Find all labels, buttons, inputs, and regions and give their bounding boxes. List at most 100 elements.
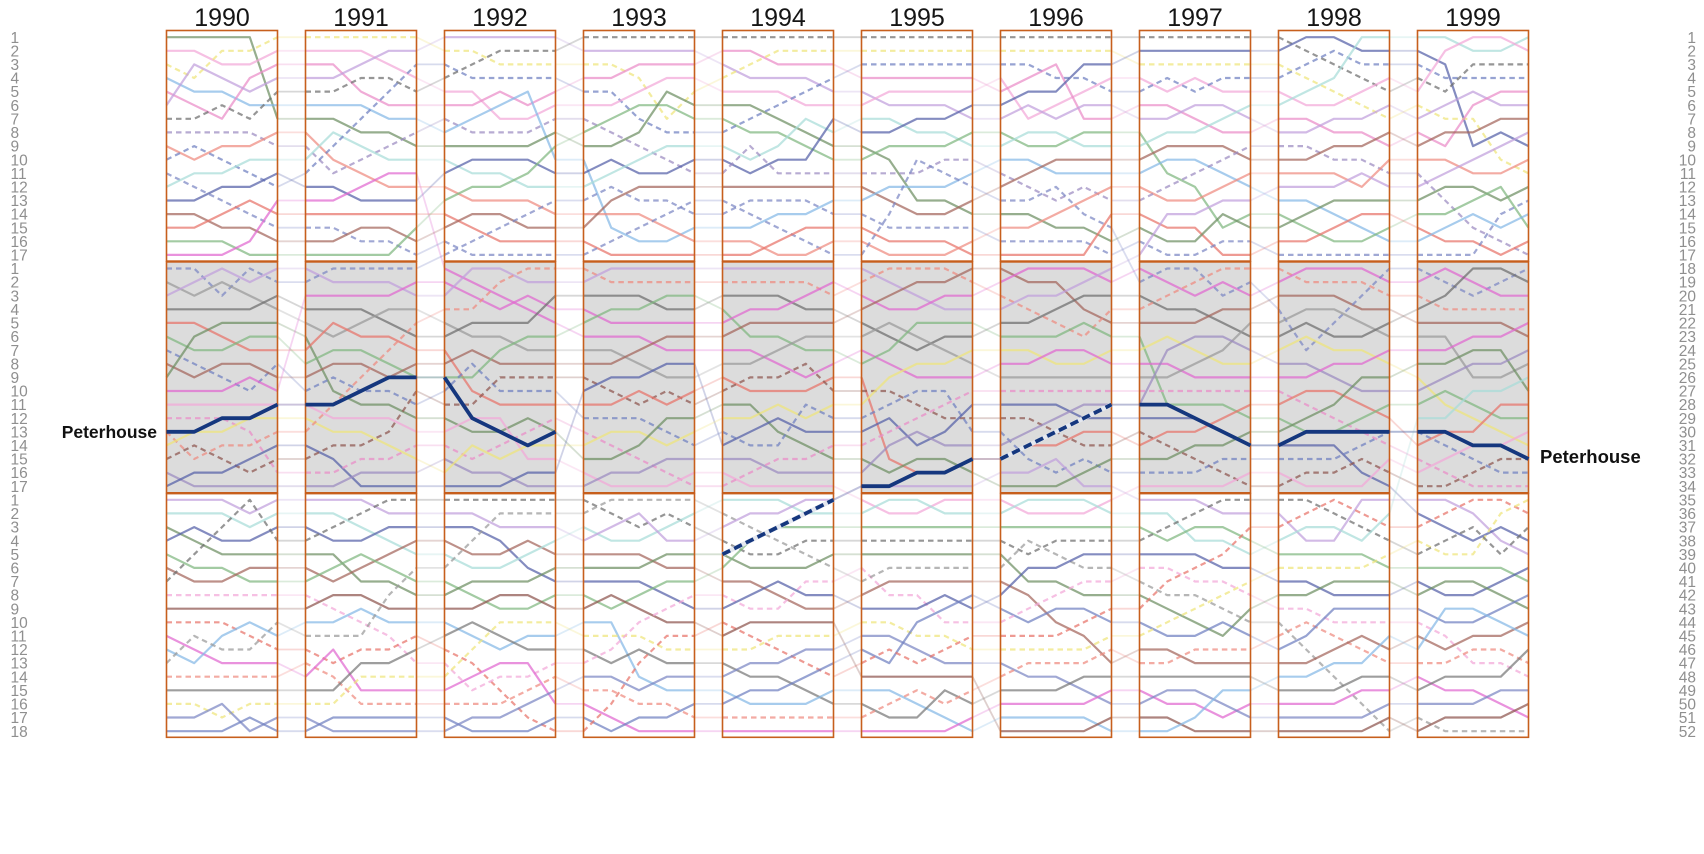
svg-text:10: 10 — [11, 615, 29, 632]
svg-text:1993: 1993 — [611, 4, 667, 32]
svg-text:7: 7 — [11, 574, 20, 591]
svg-text:8: 8 — [11, 588, 20, 605]
svg-text:50: 50 — [1679, 697, 1697, 714]
svg-text:16: 16 — [11, 697, 28, 714]
svg-text:24: 24 — [1679, 343, 1697, 360]
svg-text:41: 41 — [1679, 574, 1696, 591]
svg-text:1998: 1998 — [1306, 4, 1362, 32]
svg-text:18: 18 — [11, 724, 28, 741]
svg-text:8: 8 — [1687, 125, 1696, 142]
svg-text:1996: 1996 — [1028, 4, 1084, 32]
svg-text:6: 6 — [11, 561, 20, 578]
svg-text:9: 9 — [11, 139, 20, 156]
svg-text:21: 21 — [1679, 302, 1696, 319]
svg-text:52: 52 — [1679, 724, 1696, 741]
svg-text:25: 25 — [1679, 356, 1696, 373]
svg-text:6: 6 — [11, 329, 20, 346]
svg-text:9: 9 — [11, 370, 20, 387]
svg-text:37: 37 — [1679, 520, 1696, 537]
svg-text:1992: 1992 — [472, 4, 528, 32]
svg-text:2: 2 — [11, 275, 20, 292]
svg-text:14: 14 — [11, 207, 29, 224]
svg-text:47: 47 — [1679, 656, 1696, 673]
svg-text:40: 40 — [1679, 561, 1697, 578]
svg-text:11: 11 — [11, 166, 27, 183]
svg-text:11: 11 — [11, 397, 27, 414]
svg-text:4: 4 — [1687, 71, 1696, 88]
svg-text:43: 43 — [1679, 601, 1696, 618]
svg-text:9: 9 — [11, 601, 20, 618]
svg-text:1: 1 — [11, 30, 20, 47]
svg-text:1: 1 — [1687, 30, 1696, 47]
svg-text:15: 15 — [1679, 220, 1696, 237]
svg-text:12: 12 — [11, 411, 28, 428]
svg-text:3: 3 — [11, 288, 20, 305]
svg-text:6: 6 — [1687, 98, 1696, 115]
svg-text:1997: 1997 — [1167, 4, 1223, 32]
svg-text:15: 15 — [11, 220, 28, 237]
svg-text:6: 6 — [11, 98, 20, 115]
svg-text:48: 48 — [1679, 669, 1696, 686]
svg-text:35: 35 — [1679, 492, 1696, 509]
svg-text:2: 2 — [11, 43, 20, 60]
svg-text:49: 49 — [1679, 683, 1696, 700]
svg-text:32: 32 — [1679, 452, 1696, 469]
svg-text:29: 29 — [1679, 411, 1696, 428]
svg-text:10: 10 — [1679, 152, 1697, 169]
svg-text:3: 3 — [1687, 57, 1696, 74]
svg-text:44: 44 — [1679, 615, 1697, 632]
svg-text:16: 16 — [11, 234, 28, 251]
svg-text:8: 8 — [11, 125, 20, 142]
svg-text:7: 7 — [1687, 111, 1696, 128]
svg-text:17: 17 — [11, 710, 28, 727]
svg-text:33: 33 — [1679, 465, 1696, 482]
svg-text:39: 39 — [1679, 547, 1696, 564]
svg-text:16: 16 — [11, 465, 28, 482]
svg-text:Peterhouse: Peterhouse — [1540, 446, 1641, 467]
svg-text:12: 12 — [1679, 180, 1696, 197]
svg-text:34: 34 — [1679, 479, 1697, 496]
svg-text:51: 51 — [1679, 710, 1696, 727]
svg-text:2: 2 — [11, 506, 20, 523]
svg-text:42: 42 — [1679, 588, 1696, 605]
svg-text:11: 11 — [1680, 166, 1696, 183]
svg-text:36: 36 — [1679, 506, 1696, 523]
svg-text:2: 2 — [1687, 43, 1696, 60]
svg-text:5: 5 — [11, 547, 20, 564]
svg-text:18: 18 — [1679, 261, 1696, 278]
svg-text:7: 7 — [11, 343, 20, 360]
svg-text:30: 30 — [1679, 424, 1697, 441]
svg-text:17: 17 — [11, 479, 28, 496]
svg-text:Peterhouse: Peterhouse — [62, 422, 158, 442]
svg-text:14: 14 — [11, 669, 29, 686]
svg-text:1995: 1995 — [889, 4, 945, 32]
svg-text:1991: 1991 — [333, 4, 389, 32]
svg-text:13: 13 — [11, 424, 28, 441]
svg-text:12: 12 — [11, 642, 28, 659]
svg-text:13: 13 — [1679, 193, 1696, 210]
svg-text:4: 4 — [11, 302, 20, 319]
svg-text:1994: 1994 — [750, 4, 806, 32]
svg-text:46: 46 — [1679, 642, 1696, 659]
svg-text:1: 1 — [11, 492, 20, 509]
svg-text:10: 10 — [11, 152, 29, 169]
svg-text:5: 5 — [11, 84, 20, 101]
svg-text:5: 5 — [1687, 84, 1696, 101]
svg-text:31: 31 — [1679, 438, 1696, 455]
svg-text:27: 27 — [1679, 384, 1696, 401]
svg-text:4: 4 — [11, 533, 20, 550]
svg-text:15: 15 — [11, 683, 28, 700]
svg-text:3: 3 — [11, 57, 20, 74]
svg-text:13: 13 — [11, 193, 28, 210]
svg-text:38: 38 — [1679, 533, 1696, 550]
svg-text:8: 8 — [11, 356, 20, 373]
svg-text:14: 14 — [1679, 207, 1697, 224]
svg-text:45: 45 — [1679, 629, 1696, 646]
svg-text:28: 28 — [1679, 397, 1696, 414]
svg-text:1: 1 — [11, 261, 20, 278]
svg-text:4: 4 — [11, 71, 20, 88]
svg-text:17: 17 — [1679, 248, 1696, 265]
svg-text:12: 12 — [11, 180, 28, 197]
svg-text:5: 5 — [11, 316, 20, 333]
svg-text:9: 9 — [1687, 139, 1696, 156]
